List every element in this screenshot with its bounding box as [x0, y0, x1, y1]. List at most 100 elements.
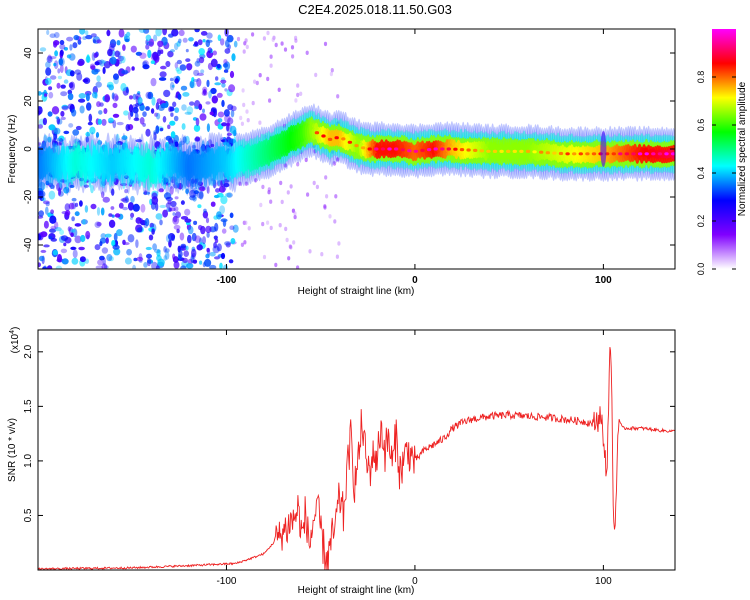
noise-blob — [171, 84, 175, 88]
noise-blob — [41, 197, 46, 202]
noise-blob — [114, 95, 119, 101]
noise-blob — [144, 190, 147, 196]
spectrogram-ylabel: Frequency (Hz) — [7, 115, 18, 184]
noise-blob — [197, 204, 202, 209]
noise-blob — [38, 142, 41, 146]
noise-blob — [294, 98, 298, 103]
ridge-peak — [420, 148, 425, 152]
noise-blob — [50, 75, 57, 80]
noise-blob — [160, 65, 167, 70]
noise-blob — [175, 67, 180, 72]
noise-blob — [74, 223, 82, 227]
noise-blob — [126, 31, 131, 37]
ridge-peak — [347, 140, 353, 144]
noise-blob — [132, 203, 140, 212]
noise-blob — [99, 255, 105, 261]
noise-blob — [113, 73, 119, 80]
noise-blob — [312, 180, 316, 186]
noise-blob — [132, 93, 137, 100]
noise-blob — [139, 117, 145, 125]
ridge-peak — [637, 152, 643, 156]
noise-blob — [66, 54, 72, 59]
noise-blob — [145, 44, 150, 50]
noise-blob — [38, 91, 42, 96]
noise-blob — [85, 230, 91, 240]
noise-blob — [247, 226, 251, 231]
noise-blob — [61, 105, 69, 111]
noise-blob — [198, 56, 205, 64]
ridge-peak — [618, 152, 623, 156]
ridge-peak — [506, 149, 511, 153]
noise-blob — [53, 60, 59, 70]
noise-blob — [280, 199, 284, 205]
snr-marks — [38, 347, 675, 570]
noise-blob — [199, 260, 203, 265]
noise-blob — [85, 34, 93, 40]
noise-blob — [181, 104, 187, 111]
noise-blob — [48, 86, 53, 91]
noise-blob — [48, 190, 56, 200]
noise-blob — [43, 200, 50, 205]
noise-blob — [308, 249, 312, 254]
noise-blob — [176, 228, 180, 234]
noise-blob — [225, 242, 231, 248]
noise-blob — [120, 198, 128, 202]
noise-blob — [213, 242, 218, 249]
spectrogram-ytick-label: 0 — [23, 146, 34, 152]
noise-blob — [135, 239, 139, 249]
noise-blob — [165, 60, 171, 68]
noise-blob — [55, 265, 63, 269]
noise-blob — [288, 244, 292, 249]
noise-blob — [220, 218, 228, 223]
noise-blob — [167, 50, 174, 58]
noise-blob — [113, 232, 118, 242]
noise-blob — [70, 246, 76, 250]
noise-blob — [38, 106, 43, 115]
noise-blob — [198, 103, 203, 111]
noise-blob — [216, 211, 222, 220]
noise-blob — [198, 190, 204, 200]
noise-blob — [103, 108, 108, 114]
noise-blob — [94, 221, 101, 228]
noise-blob — [47, 111, 53, 117]
noise-blob — [202, 88, 207, 95]
colorbar-tick-label: 0.0 — [696, 263, 706, 276]
noise-blob — [103, 60, 111, 69]
noise-blob — [108, 219, 116, 228]
noise-blob — [251, 32, 255, 37]
noise-blob — [108, 213, 113, 217]
noise-blob — [306, 192, 310, 197]
noise-blob — [293, 214, 297, 220]
snr-xtick-label: -100 — [216, 576, 236, 587]
noise-blob — [111, 92, 115, 100]
noise-blob — [142, 64, 150, 70]
noise-blob — [205, 225, 212, 234]
noise-blob — [145, 246, 152, 251]
noise-blob — [121, 69, 129, 75]
noise-blob — [150, 77, 157, 87]
noise-blob — [168, 239, 172, 248]
noise-blob — [158, 77, 167, 81]
noise-blob — [214, 82, 222, 86]
noise-blob — [173, 206, 179, 212]
noise-blob — [96, 207, 101, 216]
ridge-peak — [407, 149, 412, 153]
noise-blob — [97, 118, 102, 125]
noise-blob — [287, 256, 291, 261]
ridge-peak — [446, 147, 451, 151]
ridge-peak — [374, 147, 379, 151]
noise-blob — [39, 47, 47, 52]
noise-blob — [42, 266, 47, 269]
noise-blob — [56, 82, 61, 89]
snr-ylabel: SNR (10 * v/v) — [7, 418, 18, 482]
noise-blob — [69, 44, 73, 51]
noise-blob — [185, 245, 189, 251]
noise-blob — [53, 127, 61, 135]
noise-blob — [155, 265, 160, 269]
noise-blob — [110, 206, 115, 210]
noise-blob — [232, 224, 239, 233]
spectrogram-marks — [38, 29, 675, 269]
noise-blob — [185, 58, 191, 62]
noise-blob — [54, 50, 58, 57]
noise-blob — [176, 69, 182, 75]
